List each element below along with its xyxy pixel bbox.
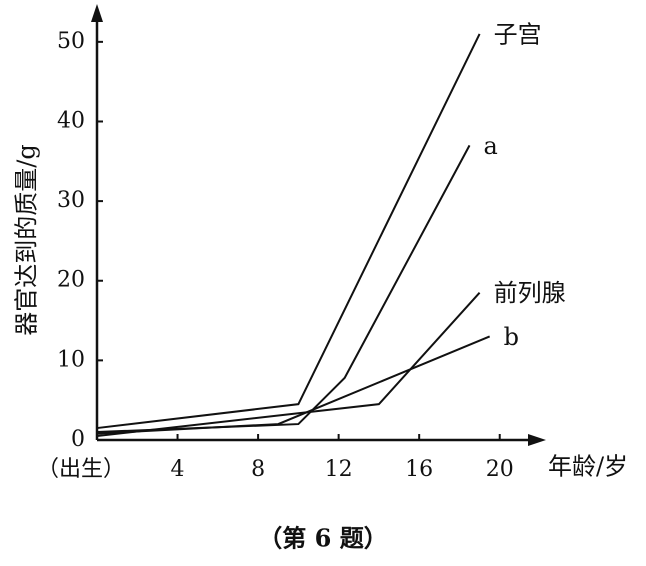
series-line [96, 144, 471, 434]
x-tick-label: 12 [325, 457, 353, 482]
y-tick-label: 20 [57, 268, 85, 293]
x-axis-label: 年龄/岁 [548, 453, 628, 481]
series-label: 前列腺 [494, 279, 566, 307]
y-tick-label: 50 [57, 29, 85, 54]
series-line [96, 335, 491, 435]
y-arrow [91, 4, 103, 22]
y-tick-label: 30 [57, 188, 85, 213]
y-tick-label: 10 [57, 347, 85, 372]
x-tick-label: 16 [405, 457, 433, 482]
axes [91, 4, 546, 446]
x-tick-label: 20 [486, 457, 514, 482]
y-tick-label: 0 [71, 427, 85, 452]
x-tick-label: 4 [171, 457, 185, 482]
y-tick-label: 40 [57, 108, 85, 133]
x-tick-label: 8 [251, 457, 265, 482]
y-axis-label: 器官达到的质量/g [13, 144, 41, 335]
x-arrow [528, 434, 546, 446]
x-tick-label: （出生） [37, 457, 125, 482]
series-line [96, 33, 481, 430]
series-line [96, 292, 481, 438]
series-label: 子宫 [494, 20, 542, 48]
series-label: a [484, 132, 498, 160]
caption: （第 6 题） [258, 524, 387, 553]
series-label: b [504, 323, 519, 351]
